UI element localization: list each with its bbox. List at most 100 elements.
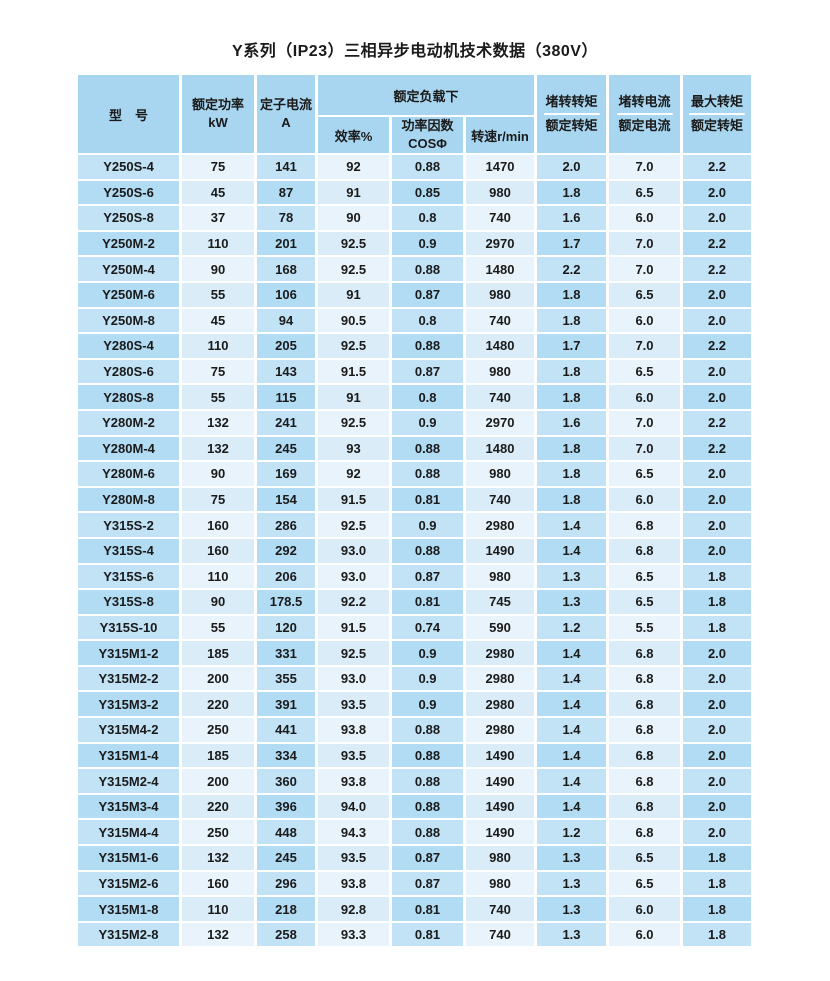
header-max-torque-ratio: 最大转矩 额定转矩 (683, 75, 751, 153)
value-cell: 1.4 (537, 538, 606, 563)
header-locked-current-denominator: 额定电流 (618, 118, 671, 133)
value-cell: 0.9 (392, 513, 463, 537)
value-cell: 0.88 (392, 436, 463, 461)
value-cell: 2.0 (683, 794, 751, 819)
value-cell: 292 (257, 538, 315, 563)
value-cell: 7.0 (609, 334, 680, 358)
value-cell: 92 (318, 462, 389, 486)
header-power-factor-symbol: COSΦ (408, 136, 447, 151)
value-cell: 740 (466, 897, 534, 921)
table-row: Y250S-8 37 78 90 0.8 740 1.6 6.0 2.0 (78, 206, 751, 230)
model-cell: Y315M4-4 (78, 820, 179, 845)
value-cell: 55 (182, 282, 254, 307)
value-cell: 391 (257, 692, 315, 717)
value-cell: 6.8 (609, 641, 680, 665)
value-cell: 2970 (466, 231, 534, 256)
table-row: Y315M2-4 200 360 93.8 0.88 1490 1.4 6.8 2.0 (78, 769, 751, 793)
value-cell: 331 (257, 641, 315, 665)
value-cell: 169 (257, 462, 315, 486)
value-cell: 1480 (466, 257, 534, 281)
value-cell: 2.0 (683, 718, 751, 742)
value-cell: 1.3 (537, 590, 606, 614)
model-cell: Y315M2-2 (78, 666, 179, 691)
value-cell: 2.2 (683, 257, 751, 281)
value-cell: 1480 (466, 334, 534, 358)
model-cell: Y315M1-4 (78, 743, 179, 768)
value-cell: 91 (318, 282, 389, 307)
value-cell: 1.3 (537, 897, 606, 921)
value-cell: 1470 (466, 155, 534, 179)
value-cell: 2.0 (683, 385, 751, 409)
value-cell: 6.8 (609, 513, 680, 537)
table-row: Y315S-2 160 286 92.5 0.9 2980 1.4 6.8 2.0 (78, 513, 751, 537)
value-cell: 87 (257, 180, 315, 205)
model-cell: Y315M4-2 (78, 718, 179, 742)
value-cell: 2.0 (683, 692, 751, 717)
value-cell: 6.8 (609, 794, 680, 819)
value-cell: 980 (466, 180, 534, 205)
value-cell: 37 (182, 206, 254, 230)
value-cell: 2.2 (683, 155, 751, 179)
value-cell: 93.8 (318, 718, 389, 742)
value-cell: 2.0 (683, 769, 751, 793)
value-cell: 7.0 (609, 257, 680, 281)
value-cell: 1.4 (537, 513, 606, 537)
value-cell: 90 (318, 206, 389, 230)
value-cell: 0.81 (392, 897, 463, 921)
value-cell: 0.8 (392, 206, 463, 230)
value-cell: 1.4 (537, 692, 606, 717)
table-row: Y280M-6 90 169 92 0.88 980 1.8 6.5 2.0 (78, 462, 751, 486)
value-cell: 740 (466, 922, 534, 947)
value-cell: 93.8 (318, 871, 389, 896)
value-cell: 201 (257, 231, 315, 256)
model-cell: Y250M-4 (78, 257, 179, 281)
value-cell: 0.87 (392, 564, 463, 589)
value-cell: 2980 (466, 513, 534, 537)
table-row: Y250M-8 45 94 90.5 0.8 740 1.8 6.0 2.0 (78, 308, 751, 333)
value-cell: 178.5 (257, 590, 315, 614)
value-cell: 55 (182, 385, 254, 409)
header-power-factor-label: 功率因数 (401, 118, 454, 133)
value-cell: 1.8 (537, 308, 606, 333)
value-cell: 441 (257, 718, 315, 742)
value-cell: 1.2 (537, 820, 606, 845)
header-locked-torque-denominator: 额定转矩 (545, 118, 598, 133)
value-cell: 1.4 (537, 641, 606, 665)
table-row: Y250M-6 55 106 91 0.87 980 1.8 6.5 2.0 (78, 282, 751, 307)
value-cell: 590 (466, 615, 534, 640)
value-cell: 2.0 (683, 180, 751, 205)
value-cell: 0.9 (392, 692, 463, 717)
value-cell: 0.9 (392, 231, 463, 256)
value-cell: 0.87 (392, 359, 463, 384)
value-cell: 2.0 (683, 666, 751, 691)
model-cell: Y250S-6 (78, 180, 179, 205)
model-cell: Y315M1-2 (78, 641, 179, 665)
table-row: Y280M-4 132 245 93 0.88 1480 1.8 7.0 2.2 (78, 436, 751, 461)
value-cell: 55 (182, 615, 254, 640)
value-cell: 6.5 (609, 282, 680, 307)
value-cell: 396 (257, 794, 315, 819)
value-cell: 7.0 (609, 155, 680, 179)
value-cell: 168 (257, 257, 315, 281)
fraction-bar (543, 113, 600, 115)
value-cell: 6.0 (609, 308, 680, 333)
value-cell: 0.9 (392, 641, 463, 665)
header-power-factor: 功率因数 COSΦ (392, 117, 463, 153)
value-cell: 1.3 (537, 564, 606, 589)
value-cell: 2980 (466, 718, 534, 742)
motor-spec-table: 型 号 额定功率 kW 定子电流 A 额定负载下 堵转转矩 额定转矩 堵转电流 … (75, 73, 754, 948)
value-cell: 154 (257, 487, 315, 512)
value-cell: 6.0 (609, 922, 680, 947)
value-cell: 90.5 (318, 308, 389, 333)
value-cell: 6.0 (609, 385, 680, 409)
value-cell: 250 (182, 718, 254, 742)
value-cell: 1.4 (537, 743, 606, 768)
value-cell: 2.2 (683, 231, 751, 256)
value-cell: 6.8 (609, 718, 680, 742)
value-cell: 2.0 (683, 359, 751, 384)
value-cell: 75 (182, 359, 254, 384)
table-row: Y315M2-6 160 296 93.8 0.87 980 1.3 6.5 1.8 (78, 871, 751, 896)
value-cell: 1.4 (537, 718, 606, 742)
value-cell: 2.2 (683, 436, 751, 461)
value-cell: 185 (182, 743, 254, 768)
